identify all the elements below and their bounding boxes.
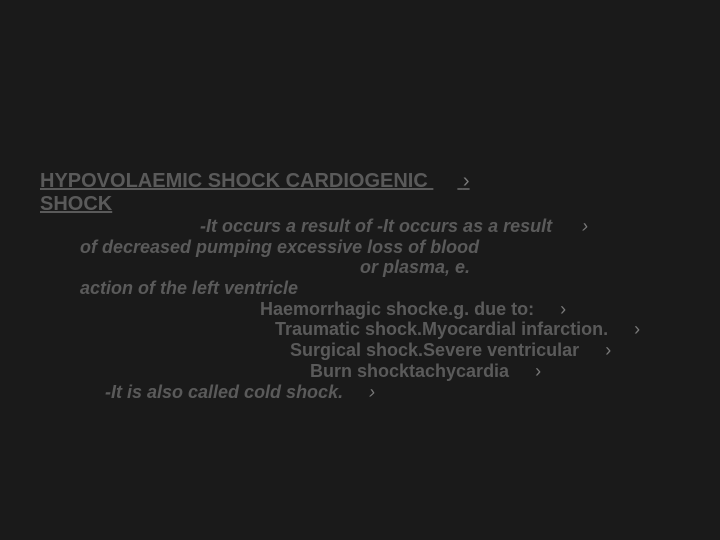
body-line-1: -It occurs a result of -It occurs as a r… <box>40 216 680 237</box>
chevron-icon: › <box>369 382 375 402</box>
body-line-4: Traumatic shock.Myocardial infarction. › <box>40 319 680 340</box>
slide-content: HYPOVOLAEMIC SHOCK CARDIOGENIC › SHOCK -… <box>0 0 720 540</box>
body-text-2c: or plasma, e. <box>360 257 470 277</box>
body-text-2: of decreased pumping excessive loss of b… <box>80 237 479 257</box>
body-line-2d: action of the left ventricle <box>40 278 680 299</box>
body-line-3: Haemorrhagic shocke.g. due to: › <box>40 299 680 320</box>
body-line-5: Surgical shock.Severe ventricular › <box>40 340 680 361</box>
body-text-6: Burn shocktachycardia <box>310 361 509 381</box>
title-line-1: HYPOVOLAEMIC SHOCK CARDIOGENIC › <box>40 170 680 193</box>
chevron-icon: › <box>560 299 566 319</box>
body-text-2d: action of the left ventricle <box>80 278 298 298</box>
chevron-icon: › <box>634 319 640 339</box>
body-text-4: Traumatic shock.Myocardial infarction. <box>275 319 608 339</box>
body-text-5: Surgical shock.Severe ventricular <box>290 340 579 360</box>
body-line-2: of decreased pumping excessive loss of b… <box>40 237 680 258</box>
body-line-2c: or plasma, e. <box>40 257 680 278</box>
body-text-1: -It occurs a result of -It occurs as a r… <box>200 216 552 236</box>
chevron-icon: › <box>582 216 588 236</box>
body-text-3: Haemorrhagic shocke.g. due to: <box>260 299 534 319</box>
body-text-7: -It is also called cold shock. <box>105 382 343 402</box>
chevron-icon: › <box>605 340 611 360</box>
chevron-icon: › <box>463 170 470 192</box>
title-text-1: HYPOVOLAEMIC SHOCK CARDIOGENIC <box>40 170 433 192</box>
body-line-6: Burn shocktachycardia › <box>40 361 680 382</box>
title-text-2: SHOCK <box>40 193 112 215</box>
chevron-icon: › <box>535 361 541 381</box>
title-line-2: SHOCK <box>40 193 680 216</box>
body-line-7: -It is also called cold shock. › <box>40 382 680 403</box>
